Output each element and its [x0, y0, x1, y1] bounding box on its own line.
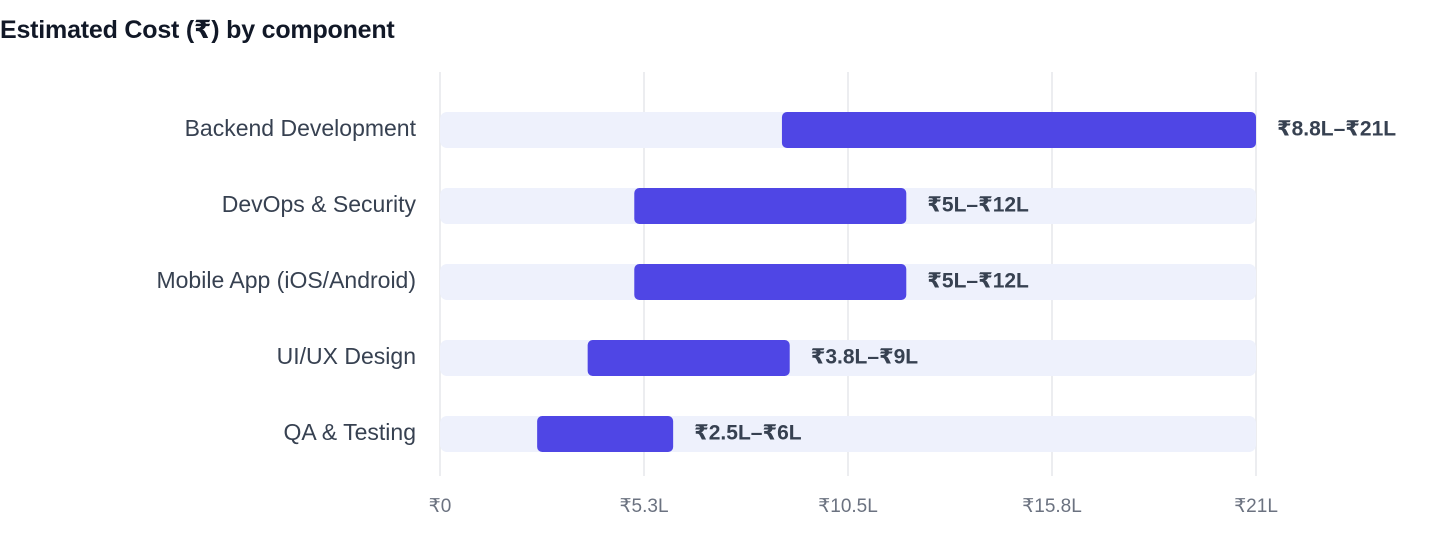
bars — [537, 112, 1256, 452]
category-label: UI/UX Design — [277, 343, 416, 369]
range-bar — [634, 264, 907, 300]
x-tick-label: ₹15.8L — [1022, 496, 1082, 517]
chart-title: Estimated Cost (₹) by component — [0, 16, 395, 44]
category-label: Mobile App (iOS/Android) — [156, 267, 416, 293]
range-bar — [587, 340, 790, 376]
range-bar — [634, 188, 907, 224]
x-axis-tick-labels: ₹0 ₹5.3L ₹10.5L ₹15.8L ₹21L — [429, 496, 1278, 517]
value-label: ₹5L–₹12L — [927, 194, 1029, 217]
value-label: ₹8.8L–₹21L — [1277, 118, 1396, 141]
x-tick-label: ₹0 — [429, 496, 452, 517]
value-label: ₹5L–₹12L — [927, 270, 1029, 293]
x-tick-label: ₹21L — [1234, 496, 1278, 517]
category-label: QA & Testing — [283, 419, 416, 445]
value-labels: ₹8.8L–₹21L ₹5L–₹12L ₹5L–₹12L ₹3.8L–₹9L ₹2.5L… — [694, 118, 1396, 445]
category-label: DevOps & Security — [222, 191, 417, 217]
value-label: ₹3.8L–₹9L — [811, 346, 919, 369]
category-label: Backend Development — [185, 115, 417, 141]
x-tick-label: ₹10.5L — [818, 496, 878, 517]
category-labels: Backend Development DevOps & Security Mobi… — [156, 115, 416, 445]
range-bar — [781, 112, 1256, 148]
value-label: ₹2.5L–₹6L — [694, 422, 802, 445]
x-tick-label: ₹5.3L — [619, 496, 668, 517]
range-bar — [537, 416, 674, 452]
